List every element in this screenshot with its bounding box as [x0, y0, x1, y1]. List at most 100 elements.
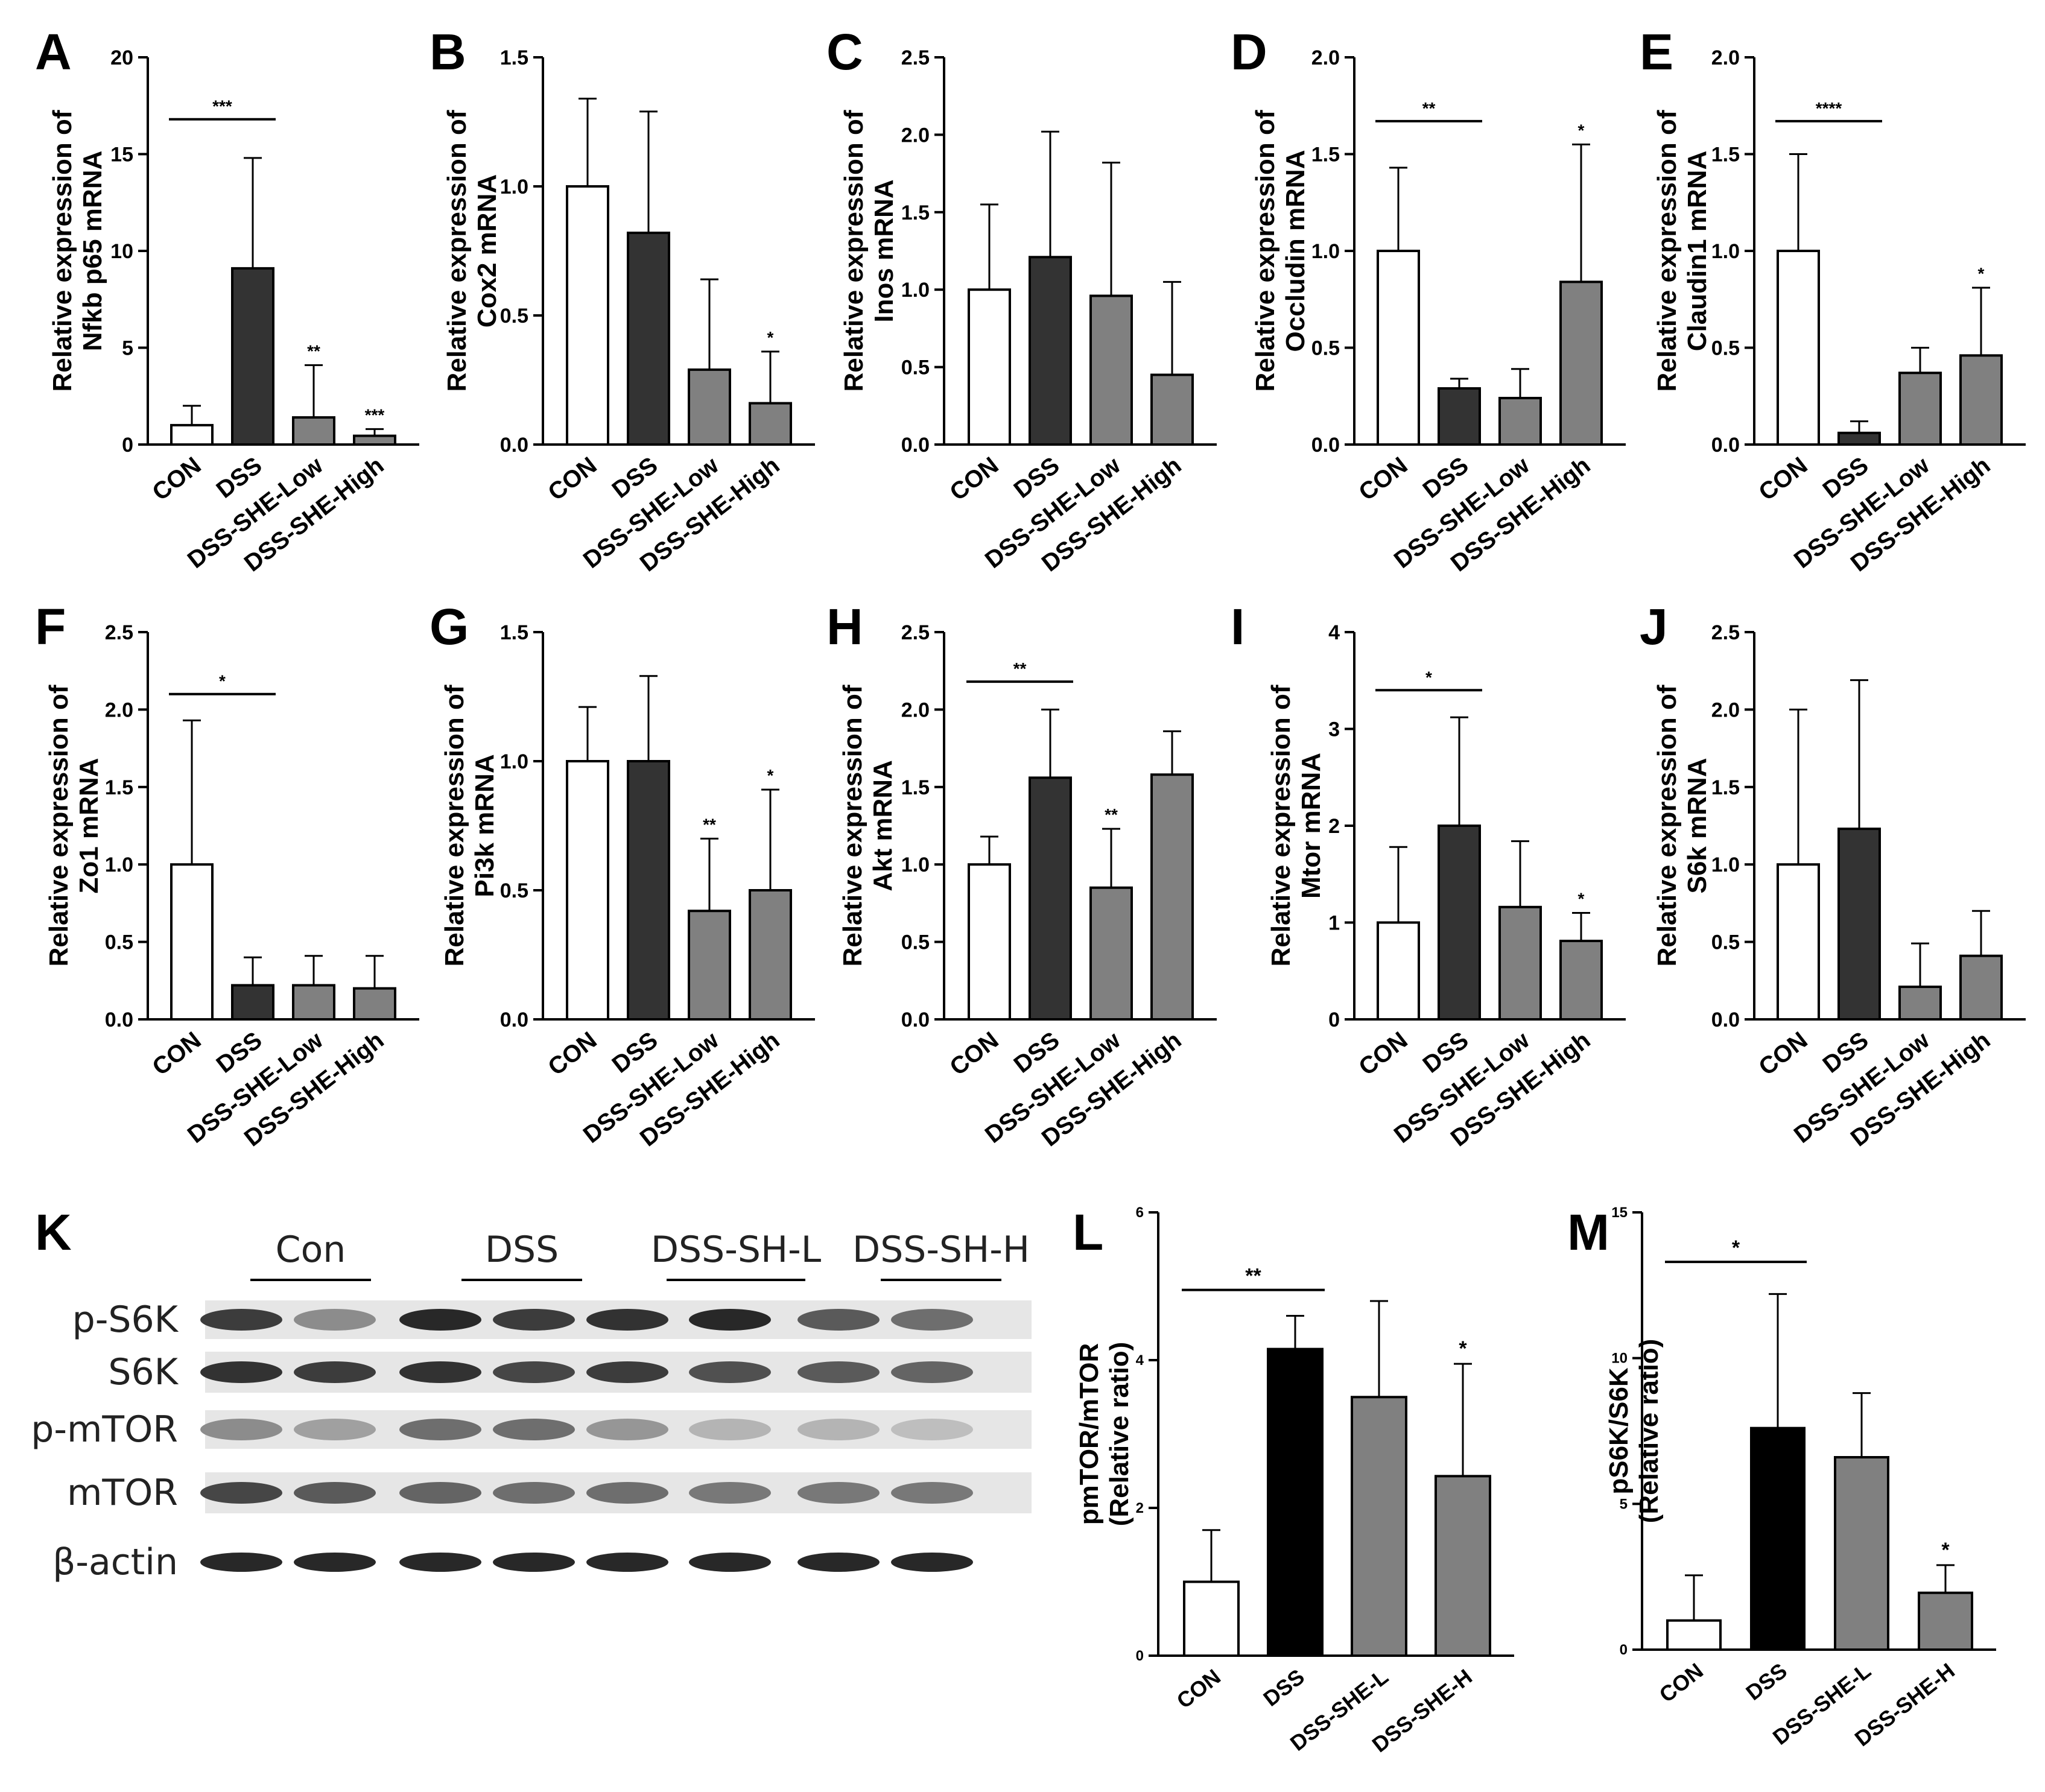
comparison-significance: *: [1425, 668, 1432, 686]
significance-marker: *: [1578, 889, 1585, 908]
comparison-significance: **: [1013, 659, 1027, 678]
bar-dss: [627, 232, 670, 446]
y-tick-label: 2: [1136, 1500, 1144, 1516]
y-tick-label: 1.5: [1711, 776, 1740, 799]
chart-panel-j: J 0.0 0.5 1.0 1.5 2.0 2.5 Relative expression o…: [1640, 598, 2026, 1151]
y-tick-label: 0.0: [1711, 1008, 1740, 1031]
category-label: DSS: [1258, 1664, 1309, 1711]
y-axis-label-line: pmTOR/mTOR: [1074, 1343, 1104, 1525]
y-axis-label-line: Relative expression of: [1652, 685, 1682, 966]
panel-letter: I: [1231, 598, 1244, 655]
y-tick-label: 1.0: [901, 853, 930, 876]
y-tick-label: 15: [1611, 1205, 1628, 1221]
chart-panel-h: H 0.0 0.5 1.0 1.5 2.0 2.5 Relative expression o…: [826, 598, 1217, 1151]
bar-dss-she-low: [1898, 372, 1942, 446]
y-tick-label: 1.5: [1711, 144, 1740, 166]
y-axis-label-line: Inos mRNA: [869, 179, 899, 322]
y-axis-label-line: Relative expression of: [1251, 110, 1280, 391]
blot-row-label: p-mTOR: [31, 1408, 178, 1451]
panel-letter: H: [826, 598, 863, 655]
y-tick-label: 0.5: [1311, 337, 1340, 360]
y-tick-label: 2.0: [1311, 46, 1340, 69]
panel-letter: L: [1073, 1204, 1103, 1261]
blot-band: [797, 1482, 880, 1504]
bar-dss-she-high: [1559, 939, 1603, 1021]
y-tick-label: 0.0: [500, 1008, 528, 1031]
blot-band: [689, 1309, 771, 1331]
bar-dss-she-low: [1089, 886, 1133, 1021]
category-label: DSS: [1741, 1658, 1792, 1705]
blot-band: [294, 1309, 376, 1331]
y-axis-label-line: Akt mRNA: [868, 760, 898, 891]
y-tick-label: 0.0: [901, 434, 930, 457]
bar-con: [1377, 921, 1420, 1021]
y-axis-label-line: Mtor mRNA: [1296, 753, 1326, 899]
y-tick-label: 1.0: [901, 279, 930, 302]
panel-letter: C: [826, 24, 863, 80]
category-label: CON: [543, 452, 601, 505]
y-tick-label: 2.5: [901, 46, 930, 69]
y-tick-label: 1.0: [105, 853, 133, 876]
significance-marker: **: [1105, 805, 1118, 824]
blot-band: [200, 1309, 282, 1331]
y-tick-label: 1.5: [901, 776, 930, 799]
y-tick-label: 4: [1328, 621, 1340, 644]
blot-group-label: DSS-SH-H: [852, 1229, 1030, 1271]
bar-dss-she-low: [1498, 905, 1542, 1021]
y-axis-label-line: Relative expression of: [442, 110, 472, 391]
significance-marker: **: [307, 341, 320, 360]
y-tick-label: 0.5: [500, 879, 528, 902]
panel-letter: J: [1640, 598, 1668, 655]
y-tick-label: 2.5: [1711, 621, 1740, 644]
significance-marker: *: [1941, 1539, 1950, 1562]
y-tick-label: 4: [1136, 1352, 1144, 1369]
bar-dss: [231, 267, 274, 446]
y-axis-label: Relative expression ofMtor mRNA: [1266, 685, 1326, 966]
blot-row-label: S6K: [108, 1351, 179, 1393]
y-tick-label: 1.5: [1311, 144, 1340, 166]
y-axis-label-line: Relative expression of: [838, 685, 867, 966]
bar-con: [566, 760, 609, 1021]
comparison-significance: **: [1245, 1265, 1261, 1288]
blot-band: [200, 1553, 282, 1572]
panel-letter: B: [430, 24, 466, 80]
y-axis-label-line: Relative expression of: [1266, 685, 1296, 966]
y-axis-label: pmTOR/mTOR(Relative ratio): [1074, 1342, 1134, 1527]
bar-dss-she-l: [1351, 1396, 1407, 1657]
blot-band: [586, 1309, 668, 1331]
y-tick-label: 0.5: [1711, 931, 1740, 954]
comparison-significance: ****: [1816, 99, 1842, 118]
y-tick-label: 1.5: [500, 621, 528, 644]
y-tick-label: 2.0: [1711, 698, 1740, 721]
bar-con: [1183, 1580, 1240, 1657]
y-axis-label-line: (Relative ratio): [1634, 1339, 1664, 1524]
category-label: CON: [1655, 1658, 1708, 1708]
blot-band: [689, 1361, 771, 1383]
y-tick-label: 2.0: [901, 698, 930, 721]
y-axis-label-line: Pi3k mRNA: [470, 754, 499, 897]
y-axis-label-line: Relative expression of: [440, 685, 469, 966]
blot-group-label: DSS-SH-L: [651, 1229, 822, 1271]
y-tick-label: 0.5: [901, 356, 930, 379]
y-axis-label: Relative expression ofCox2 mRNA: [442, 110, 502, 391]
blot-band: [399, 1482, 481, 1504]
y-axis-label: pS6K/S6K(Relative ratio): [1604, 1339, 1664, 1524]
significance-marker: *: [1459, 1337, 1467, 1360]
bar-dss-she-low: [688, 368, 731, 446]
y-tick-label: 0.5: [500, 305, 528, 328]
blot-band: [891, 1361, 973, 1383]
bar-dss-she-high: [1959, 954, 2003, 1021]
blot-band: [689, 1419, 771, 1440]
y-tick-label: 0: [1620, 1642, 1628, 1658]
y-tick-label: 5: [1620, 1496, 1628, 1512]
blot-band: [891, 1482, 973, 1504]
comparison-significance: **: [1422, 99, 1436, 118]
y-tick-label: 1.0: [1711, 853, 1740, 876]
chart-panel-d: D 0.0 0.5 1.0 1.5 2.0 Relative expression ofOc…: [1231, 24, 1626, 577]
comparison-significance: ***: [212, 97, 232, 116]
bar-dss-she-high: [1150, 773, 1194, 1021]
bar-con: [1666, 1619, 1722, 1651]
bar-dss-she-low: [1089, 294, 1133, 446]
y-axis-label: Relative expression ofAkt mRNA: [838, 685, 898, 966]
